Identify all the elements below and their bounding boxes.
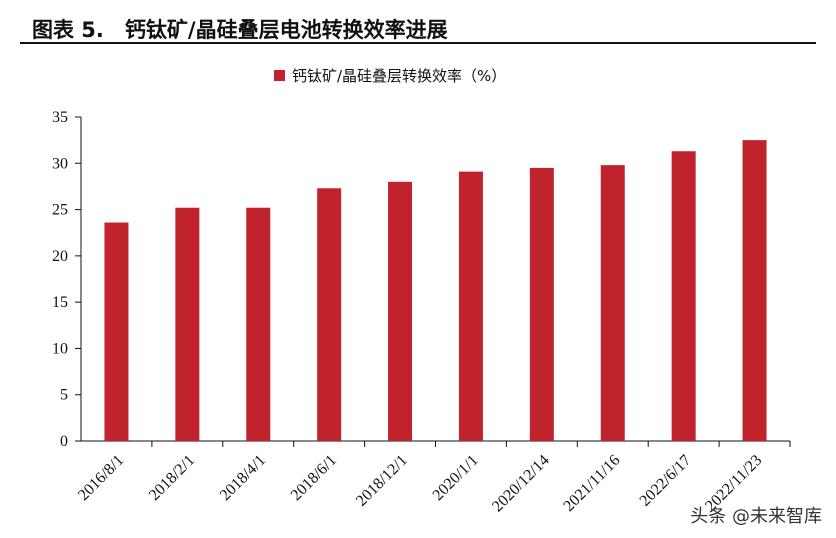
bar (742, 140, 767, 441)
y-tick-label: 25 (52, 202, 68, 219)
bar (529, 167, 554, 441)
y-tick-label: 35 (52, 109, 68, 126)
legend-swatch (274, 70, 285, 81)
x-tick-label: 2018/2/1 (146, 452, 198, 504)
bar (600, 165, 625, 441)
bar (317, 188, 342, 441)
bar (671, 151, 696, 441)
y-tick-label: 10 (52, 340, 68, 357)
y-tick-label: 30 (52, 155, 68, 172)
x-tick-label: 2016/8/1 (75, 452, 127, 504)
y-tick-label: 5 (60, 387, 68, 404)
x-tick-label: 2018/12/1 (353, 452, 411, 510)
x-tick-label: 2018/4/1 (217, 452, 269, 504)
bar (175, 207, 200, 441)
x-tick-label: 2018/6/1 (288, 452, 340, 504)
legend-label: 钙钛矿/晶硅叠层转换效率（%） (292, 67, 506, 85)
x-tick-label: 2021/11/16 (560, 452, 623, 515)
x-tick-label: 2020/12/14 (489, 452, 553, 516)
x-tick-label: 2022/6/17 (637, 452, 695, 510)
watermark: 头条 @未来智库 (690, 506, 822, 527)
y-tick-label: 20 (52, 248, 68, 265)
figure-header: 图表 5. 钙钛矿/晶硅叠层电池转换效率进展 (20, 10, 816, 44)
bar (388, 181, 413, 442)
y-tick-label: 15 (52, 294, 68, 311)
y-tick-label: 0 (60, 433, 68, 450)
bar (458, 171, 483, 442)
bar (104, 222, 129, 441)
bar (246, 207, 271, 441)
x-tick-label: 2020/1/1 (430, 452, 482, 504)
figure-title: 图表 5. 钙钛矿/晶硅叠层电池转换效率进展 (32, 18, 448, 42)
